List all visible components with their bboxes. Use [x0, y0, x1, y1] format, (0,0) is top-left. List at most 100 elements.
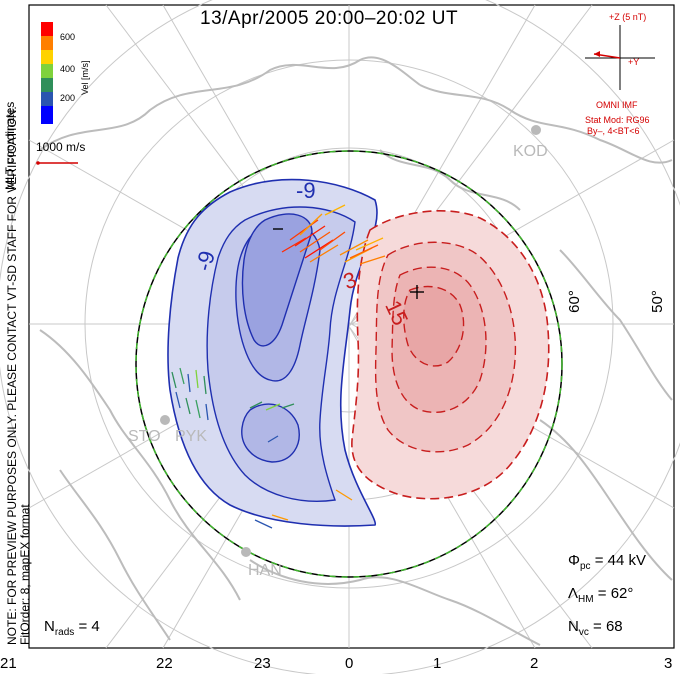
mlt-tick: 1	[433, 655, 442, 672]
negative-potential-cell	[167, 178, 378, 527]
velocity-vector	[294, 225, 326, 247]
n-vc-stat: Nvc = 68	[568, 618, 623, 638]
velocity-vector	[195, 399, 201, 419]
stat-symbol: Φ	[568, 552, 580, 569]
stat-symbol: N	[568, 618, 579, 635]
colorbar-swatch	[41, 64, 53, 78]
mlt-tick: 0	[345, 655, 354, 672]
stat-symbol: N	[44, 618, 55, 635]
stat-value: 62°	[610, 585, 634, 602]
preview-note: NOTE: FOR PREVIEW PURPOSES ONLY. PLEASE …	[5, 106, 19, 645]
colorbar-swatch	[41, 106, 53, 124]
velocity-vector	[265, 403, 281, 411]
mlt-tick: 21	[0, 655, 17, 672]
contour-negative-inner	[241, 213, 313, 347]
radar-site-label: KOD	[513, 143, 548, 160]
potential-extrema	[273, 228, 424, 299]
coastline	[59, 469, 171, 641]
latitude-label: 60°	[565, 290, 583, 313]
contour-negative-secondary	[241, 403, 300, 463]
velocity-vector	[254, 519, 273, 529]
plot-frame	[28, 4, 675, 649]
meridian-diag-4	[28, 139, 675, 509]
colorbar-swatch	[41, 22, 53, 36]
latitude-label: 50°	[648, 290, 666, 313]
velocity-vector	[249, 401, 263, 409]
imf-bz-label: +Z (5 nT)	[609, 12, 647, 22]
mlt-tick: 23	[254, 655, 271, 672]
velocity-vector	[271, 514, 289, 521]
velocity-vector	[289, 219, 319, 241]
imf-source: OMNI IMF	[596, 100, 638, 110]
mlt-tick: 2	[530, 655, 539, 672]
stat-subscript: pc	[579, 561, 591, 572]
velocity-vector	[171, 371, 177, 389]
contour-positive-core	[403, 285, 465, 367]
imf-vector-head	[594, 51, 600, 57]
positive-potential-cell	[351, 210, 550, 500]
mlt-tick: 22	[156, 655, 173, 672]
colorbar-swatch	[41, 92, 53, 106]
velocity-vector	[355, 237, 384, 251]
colorbar-tick: 600	[60, 32, 76, 42]
coastline	[539, 419, 673, 581]
stat-subscript: HM	[578, 594, 594, 605]
coastline	[559, 249, 673, 401]
velocity-vector	[324, 204, 346, 216]
velocity-vector	[319, 231, 346, 251]
colorbar-tick: 200	[60, 93, 76, 103]
plot-title: 13/Apr/2005 20:00–20:02 UT	[200, 8, 459, 29]
imf-model: Stat Mod: RG96	[585, 115, 650, 125]
coastline	[419, 84, 673, 164]
velocity-vector	[187, 373, 191, 393]
stat-symbol: Λ	[568, 585, 579, 602]
velocity-vector	[299, 213, 323, 236]
stat-value: 68	[605, 618, 623, 635]
scale-vector-label: 1000 m/s	[36, 140, 86, 154]
radar-site-label: HAN	[248, 562, 282, 579]
velocity-vector	[175, 391, 181, 409]
stat-value: 44 kV	[607, 552, 646, 569]
hm-boundary-dash	[135, 150, 563, 578]
velocity-vector	[185, 397, 191, 415]
stat-value: 4	[91, 618, 100, 635]
contour-label: -9	[296, 178, 316, 203]
radar-site-label: STO	[128, 428, 161, 445]
velocity-vector	[304, 239, 334, 259]
coastline	[249, 559, 541, 646]
radar-site-marker	[531, 125, 541, 135]
colorbar-tick: 400	[60, 64, 76, 74]
radar-site-label: PYK	[175, 428, 208, 445]
phi-pc-stat: Φpc = 44 kV	[568, 552, 646, 572]
meridian-diag-6	[162, 4, 536, 649]
fit-order-note: FitOrder: 8, mapEX format	[18, 504, 32, 645]
velocity-vector	[267, 435, 279, 443]
colorbar-swatch	[41, 78, 53, 92]
colorbar-swatch	[41, 50, 53, 64]
colorbar	[41, 22, 53, 124]
velocity-vector	[281, 237, 307, 253]
scale-vector-origin	[36, 161, 40, 165]
coastline	[379, 149, 521, 211]
colorbar-swatch	[41, 36, 53, 50]
mlt-tick: 3	[664, 655, 673, 672]
velocity-vector	[195, 369, 199, 389]
velocity-vector	[281, 403, 295, 409]
stat-subscript: rads	[54, 627, 75, 638]
colorbar-label: Vel [m/s]	[80, 60, 90, 95]
velocity-vector	[205, 403, 209, 421]
stat-subscript: vc	[578, 627, 589, 638]
radar-site-marker	[241, 547, 251, 557]
imf-dial	[585, 25, 655, 90]
radar-site-marker	[160, 415, 170, 425]
velocity-vector	[359, 255, 386, 265]
imf-condition: By–, 4<BT<6	[587, 126, 640, 136]
imf-by-label: +Y	[628, 57, 640, 67]
coastline	[39, 56, 421, 151]
radar-sites	[160, 125, 541, 557]
n-rads-stat: Nrads = 4	[44, 618, 100, 638]
velocity-vector	[339, 239, 369, 256]
coastline	[39, 329, 241, 601]
velocity-vector	[349, 244, 379, 259]
